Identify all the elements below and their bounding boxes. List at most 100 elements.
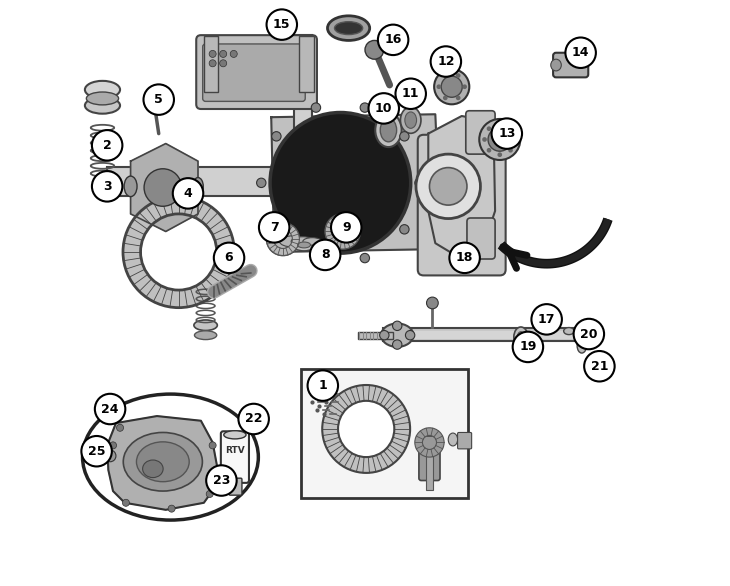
Circle shape bbox=[416, 154, 480, 219]
Circle shape bbox=[434, 69, 469, 104]
FancyBboxPatch shape bbox=[467, 218, 495, 259]
Ellipse shape bbox=[82, 394, 258, 520]
Circle shape bbox=[415, 178, 424, 188]
Circle shape bbox=[512, 332, 543, 362]
Ellipse shape bbox=[328, 16, 369, 40]
Bar bbox=[204, 36, 218, 92]
Circle shape bbox=[378, 25, 408, 55]
Circle shape bbox=[431, 46, 461, 77]
Ellipse shape bbox=[401, 107, 421, 134]
Circle shape bbox=[266, 223, 299, 255]
Circle shape bbox=[214, 243, 245, 273]
Circle shape bbox=[508, 127, 513, 131]
Text: 8: 8 bbox=[321, 248, 329, 261]
Ellipse shape bbox=[115, 414, 123, 420]
Circle shape bbox=[480, 119, 520, 160]
Circle shape bbox=[239, 404, 269, 434]
Bar bbox=[301, 369, 467, 498]
Circle shape bbox=[95, 394, 126, 424]
Circle shape bbox=[443, 73, 447, 78]
Circle shape bbox=[400, 132, 409, 141]
Bar bbox=[107, 167, 274, 196]
Text: 1: 1 bbox=[318, 379, 327, 392]
Ellipse shape bbox=[380, 118, 396, 142]
Circle shape bbox=[206, 465, 237, 496]
Text: 11: 11 bbox=[402, 87, 420, 100]
FancyBboxPatch shape bbox=[553, 53, 588, 77]
Circle shape bbox=[272, 224, 281, 234]
Circle shape bbox=[369, 93, 399, 124]
Text: 23: 23 bbox=[212, 474, 230, 487]
Ellipse shape bbox=[142, 460, 163, 478]
Circle shape bbox=[488, 128, 512, 151]
Circle shape bbox=[508, 148, 513, 152]
Ellipse shape bbox=[298, 242, 310, 248]
PathPatch shape bbox=[322, 385, 410, 473]
Text: 17: 17 bbox=[538, 313, 556, 326]
Text: 9: 9 bbox=[342, 221, 350, 234]
Circle shape bbox=[259, 212, 289, 243]
Circle shape bbox=[209, 442, 216, 449]
FancyBboxPatch shape bbox=[458, 432, 472, 449]
Ellipse shape bbox=[514, 327, 528, 347]
Circle shape bbox=[512, 137, 518, 142]
PathPatch shape bbox=[123, 196, 234, 308]
Text: 3: 3 bbox=[103, 180, 112, 193]
FancyBboxPatch shape bbox=[419, 436, 440, 481]
Text: 21: 21 bbox=[591, 360, 608, 373]
Circle shape bbox=[483, 137, 487, 142]
Text: RTV: RTV bbox=[225, 445, 245, 455]
Text: 14: 14 bbox=[572, 46, 589, 59]
Bar bbox=[293, 35, 312, 164]
PathPatch shape bbox=[415, 428, 444, 457]
Circle shape bbox=[266, 9, 297, 40]
Text: 22: 22 bbox=[245, 413, 262, 425]
Circle shape bbox=[393, 340, 402, 349]
Text: 6: 6 bbox=[225, 251, 234, 264]
Circle shape bbox=[220, 60, 227, 67]
Circle shape bbox=[110, 442, 117, 449]
Circle shape bbox=[206, 490, 213, 498]
Ellipse shape bbox=[518, 332, 524, 342]
Text: 19: 19 bbox=[519, 340, 537, 353]
Polygon shape bbox=[107, 416, 218, 510]
Circle shape bbox=[144, 84, 174, 115]
Ellipse shape bbox=[550, 59, 561, 71]
Polygon shape bbox=[272, 114, 441, 252]
Circle shape bbox=[307, 370, 338, 401]
Circle shape bbox=[331, 212, 361, 243]
Circle shape bbox=[123, 499, 129, 506]
Ellipse shape bbox=[375, 113, 402, 147]
Bar bbox=[385, 331, 580, 339]
Text: 12: 12 bbox=[437, 55, 455, 68]
Circle shape bbox=[311, 253, 320, 263]
FancyBboxPatch shape bbox=[221, 431, 249, 483]
Circle shape bbox=[437, 84, 441, 89]
Circle shape bbox=[270, 113, 411, 253]
Circle shape bbox=[256, 178, 266, 188]
Circle shape bbox=[360, 103, 369, 113]
Circle shape bbox=[456, 96, 461, 100]
Ellipse shape bbox=[292, 239, 316, 251]
Ellipse shape bbox=[85, 97, 120, 114]
Circle shape bbox=[173, 178, 203, 209]
Text: 15: 15 bbox=[273, 18, 291, 31]
Ellipse shape bbox=[193, 178, 203, 195]
Text: 16: 16 bbox=[385, 33, 402, 46]
Text: 25: 25 bbox=[88, 445, 105, 458]
Circle shape bbox=[396, 79, 426, 109]
Text: 24: 24 bbox=[101, 403, 119, 415]
Circle shape bbox=[426, 297, 438, 309]
Bar bbox=[383, 328, 582, 341]
Text: 10: 10 bbox=[375, 102, 393, 115]
Text: 20: 20 bbox=[580, 328, 598, 340]
Circle shape bbox=[566, 38, 596, 68]
Ellipse shape bbox=[303, 238, 322, 245]
Circle shape bbox=[230, 50, 237, 57]
Circle shape bbox=[441, 76, 462, 97]
Circle shape bbox=[497, 122, 502, 127]
Circle shape bbox=[462, 84, 467, 89]
Ellipse shape bbox=[564, 328, 575, 335]
Ellipse shape bbox=[224, 431, 246, 439]
Circle shape bbox=[148, 102, 160, 114]
